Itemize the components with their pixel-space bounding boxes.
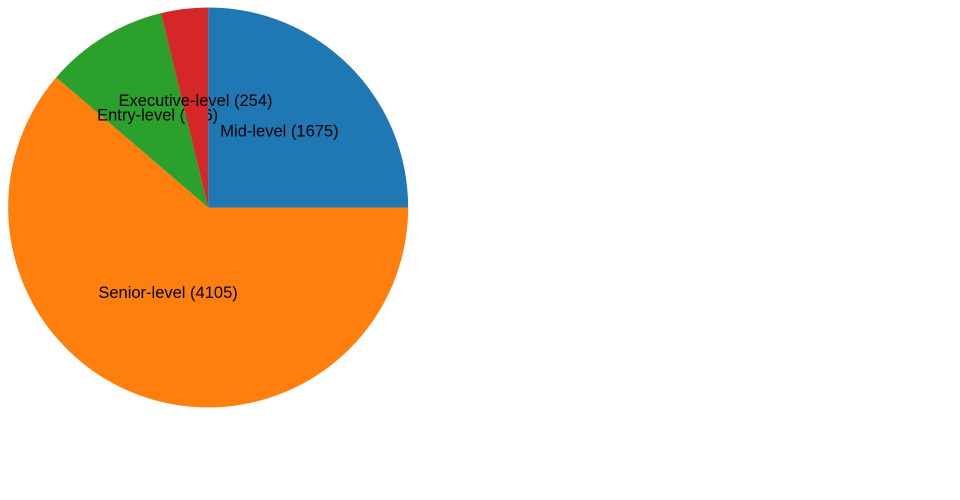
svg-text:Senior-level (4105): Senior-level (4105)	[98, 284, 237, 302]
svg-text:Mid-level (1675): Mid-level (1675)	[220, 123, 338, 141]
svg-text:Executive-level (254): Executive-level (254)	[118, 92, 272, 110]
